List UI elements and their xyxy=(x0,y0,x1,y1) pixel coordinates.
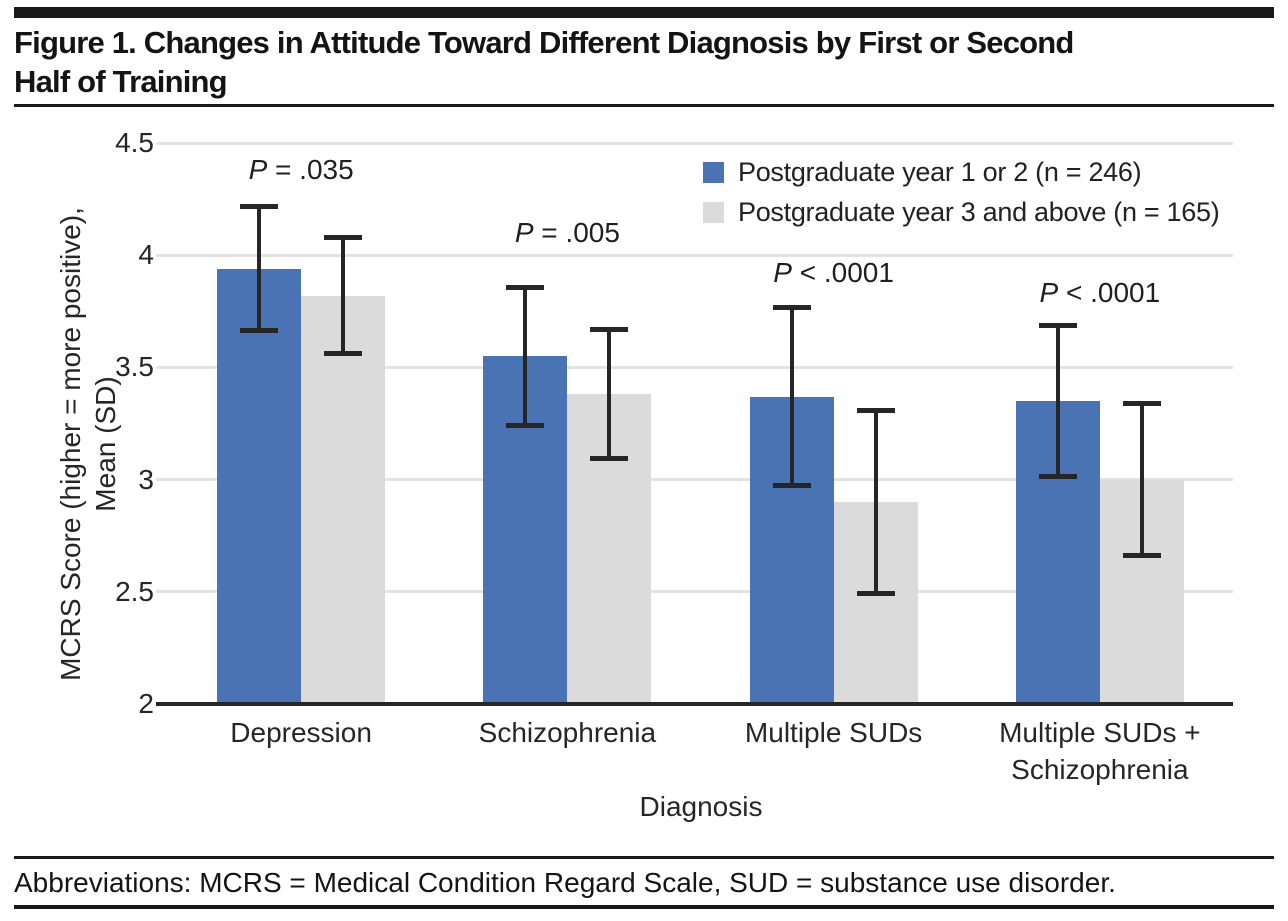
error-bar-cap-bottom xyxy=(1038,474,1077,480)
y-axis-label: MCRS Score (higher = more positive), Mea… xyxy=(55,207,121,681)
error-bar-cap-bottom xyxy=(506,422,545,428)
p-value-label: P = .005 xyxy=(514,216,620,248)
bar-pgy3plus xyxy=(301,295,386,704)
error-bar-cap-top xyxy=(590,327,629,333)
footer-divider-bottom xyxy=(14,905,1274,909)
legend-label: Postgraduate year 1 or 2 (n = 246) xyxy=(738,157,1142,187)
error-bar-line xyxy=(789,306,794,487)
p-value-label: P < .0001 xyxy=(1039,277,1161,309)
y-tick-label: 2.5 xyxy=(115,575,154,607)
error-bar-cap-bottom xyxy=(856,591,895,597)
error-bar-line xyxy=(873,410,878,595)
legend-item-pgy3plus: Postgraduate year 3 and above (n = 165) xyxy=(703,197,1220,228)
title-divider xyxy=(14,104,1274,107)
x-category-label: Depression xyxy=(230,717,372,748)
p-symbol: P xyxy=(1039,277,1059,309)
footer-divider-top xyxy=(14,856,1274,859)
top-rule-bar xyxy=(14,7,1274,18)
gridline-y-2.5 xyxy=(156,590,1233,594)
error-bar-line xyxy=(341,237,346,354)
y-tick-label: 4 xyxy=(138,239,154,271)
error-bar-cap-bottom xyxy=(324,350,363,356)
x-category-label: Schizophrenia xyxy=(478,717,657,748)
figure-title: Figure 1. Changes in Attitude Toward Dif… xyxy=(14,25,1074,99)
error-bar-cap-top xyxy=(772,304,811,310)
p-symbol: P xyxy=(248,153,268,185)
p-value-label: P < .0001 xyxy=(773,257,894,289)
error-bar-line xyxy=(257,205,262,332)
error-bar-line xyxy=(1139,403,1144,556)
error-bar-cap-top xyxy=(1122,401,1161,407)
error-bar-cap-bottom xyxy=(590,456,629,462)
x-category-label: Multiple SUDs + Schizophrenia xyxy=(999,717,1201,785)
error-bar-cap-top xyxy=(856,408,895,414)
x-axis-line xyxy=(156,702,1233,706)
legend-swatch xyxy=(703,202,724,223)
legend: Postgraduate year 1 or 2 (n = 246) Postgr… xyxy=(703,157,1220,237)
error-bar-line xyxy=(607,329,612,460)
y-tick-label: 2 xyxy=(138,688,154,719)
error-bar-line xyxy=(523,286,528,426)
gridline-y-4 xyxy=(156,253,1233,257)
error-bar-cap-bottom xyxy=(1122,552,1161,558)
gridline-y-3.5 xyxy=(156,365,1233,369)
p-symbol: P xyxy=(773,257,792,289)
abbreviations-note: Abbreviations: MCRS = Medical Condition … xyxy=(14,867,1116,898)
error-bar-cap-top xyxy=(1038,322,1077,328)
legend-item-pgy1-2: Postgraduate year 1 or 2 (n = 246) xyxy=(703,157,1219,188)
legend-label: Postgraduate year 3 and above (n = 165) xyxy=(738,197,1220,227)
y-tick-label: 3 xyxy=(138,463,154,495)
error-bar-cap-bottom xyxy=(772,483,811,489)
p-symbol: P xyxy=(514,216,534,248)
p-value-label: P = .035 xyxy=(248,153,354,185)
legend-swatch xyxy=(703,162,724,183)
error-bar-cap-bottom xyxy=(240,328,279,334)
x-axis-label: Diagnosis xyxy=(639,791,763,822)
gridline-y-4.5 xyxy=(156,141,1233,145)
error-bar-cap-top xyxy=(240,203,279,209)
y-tick-label: 3.5 xyxy=(115,351,154,383)
gridline-y-3 xyxy=(156,478,1233,482)
bar-pgy1-2 xyxy=(217,268,302,704)
y-tick-label: 4.5 xyxy=(115,127,154,158)
error-bar-cap-top xyxy=(506,284,545,290)
x-category-label: Multiple SUDs xyxy=(744,717,923,748)
error-bar-line xyxy=(1055,324,1060,478)
error-bar-cap-top xyxy=(324,235,363,241)
